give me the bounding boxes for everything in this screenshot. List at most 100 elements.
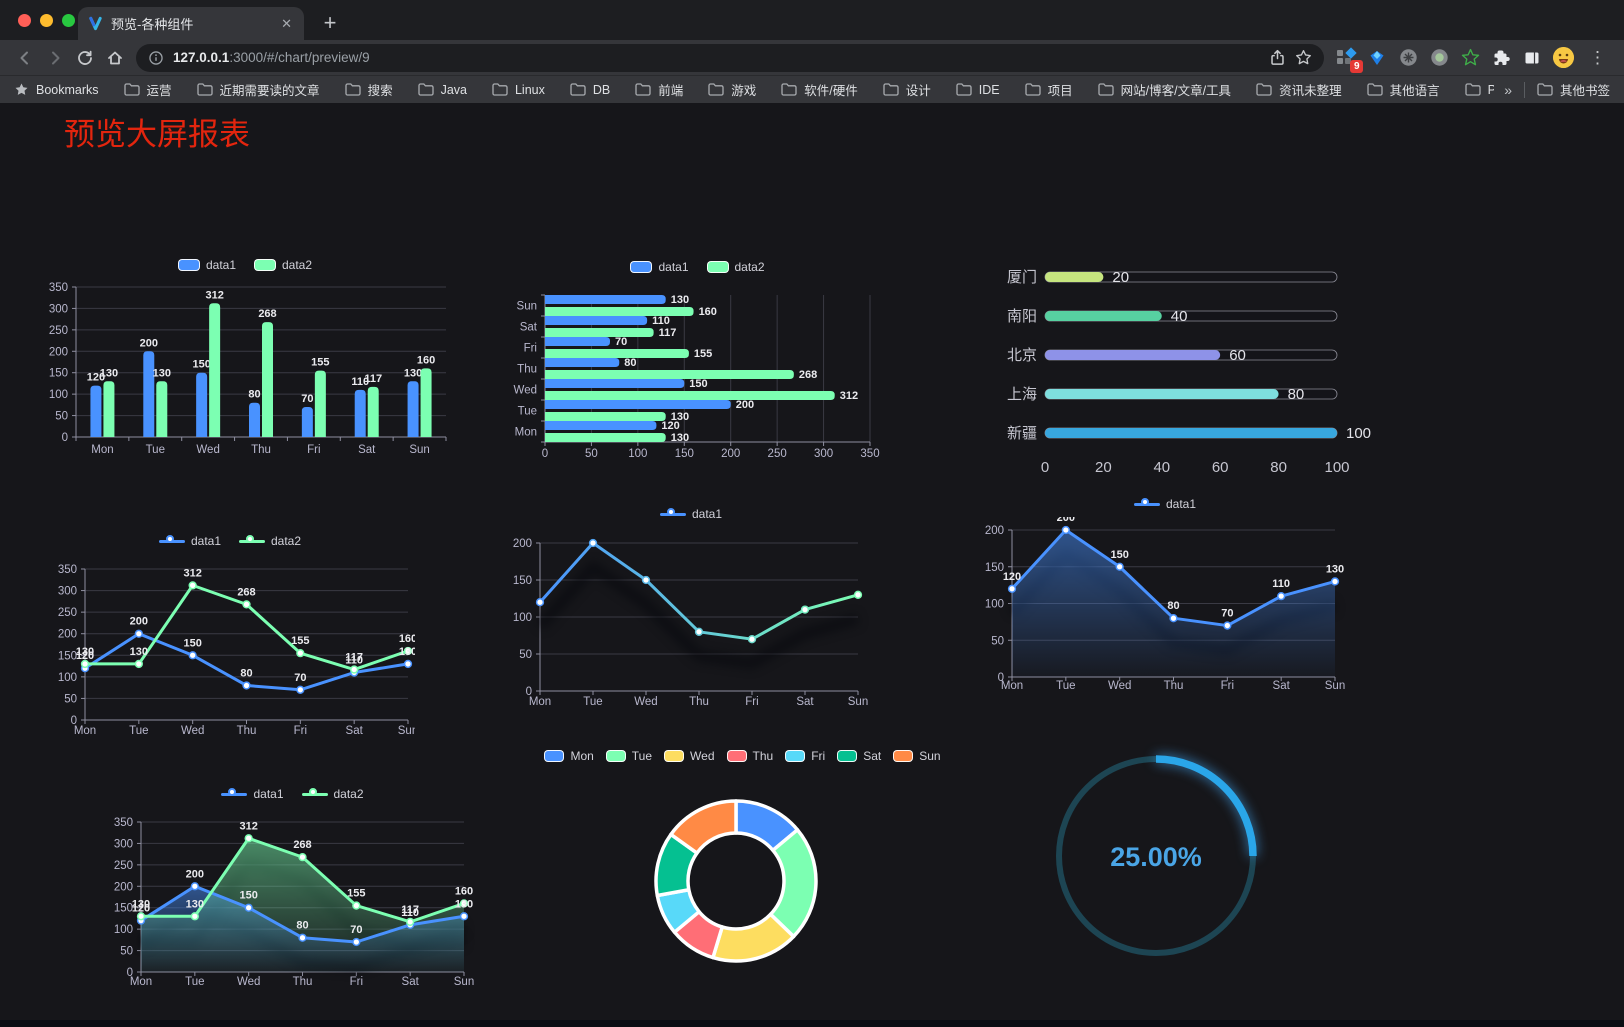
extension-badge: 9: [1350, 59, 1363, 73]
svg-text:160: 160: [455, 885, 473, 897]
legend-item-Fri[interactable]: Fri: [785, 749, 825, 763]
circle-cross-extension-icon[interactable]: [1398, 48, 1418, 68]
chart-legend: data1: [975, 491, 1355, 517]
svg-text:200: 200: [721, 448, 740, 460]
close-window-button[interactable]: [18, 14, 31, 27]
bookmarks-manager[interactable]: Bookmarks: [14, 82, 99, 97]
legend-item-data1[interactable]: data1: [630, 260, 689, 274]
svg-text:350: 350: [114, 817, 133, 829]
svg-text:Sun: Sun: [398, 725, 415, 737]
folder-icon: [883, 83, 899, 96]
legend-item-data1[interactable]: data1: [1133, 497, 1196, 511]
chart-legend: data1 data2: [45, 528, 415, 554]
bookmark-folder[interactable]: 网站/博客/文章/工具: [1097, 80, 1231, 99]
folder-icon: [417, 83, 434, 96]
bookmark-folder[interactable]: 近期需要读的文章: [196, 80, 320, 99]
svg-text:北京: 北京: [1007, 347, 1037, 364]
chart-bar-horizontal: data1 data2 0 50 100 150 200 250 300 350 Sun 130 160…: [500, 255, 895, 467]
bookmarks-list: Bookmarks 运营 近期需要读的文章 搜索 Java Linux DB 前端 游戏 软件/…: [14, 80, 1494, 99]
gem-extension-icon[interactable]: [1367, 48, 1387, 68]
chart-canvas-area-single[interactable]: 0 50 100 150 200 Mon Tue Wed Thu Fri Sat Sun 120 200 1…: [975, 512, 1355, 699]
page-content: 预览大屏报表 data1 data2 0 50 100 150 200 250 300 350 Mo…: [0, 103, 1624, 1027]
green-star-extension-icon[interactable]: [1460, 48, 1480, 68]
bookmark-folder[interactable]: 其他语言: [1366, 80, 1440, 99]
svg-text:Tue: Tue: [146, 444, 165, 456]
legend-item-data1[interactable]: data1: [659, 507, 722, 521]
svg-text:150: 150: [183, 637, 201, 649]
bookmark-folder[interactable]: PHP: [1464, 83, 1494, 97]
chart-legend: data1 data2: [40, 253, 450, 277]
chart-canvas-gauge[interactable]: 25.00%: [1035, 733, 1285, 983]
legend-item-data1[interactable]: data1: [158, 534, 221, 548]
grid-extension-icon[interactable]: 9: [1336, 46, 1363, 73]
browser-tab[interactable]: 预览-各种组件 ✕: [78, 7, 304, 40]
svg-text:117: 117: [401, 904, 419, 916]
bookmark-folder[interactable]: 运营: [123, 80, 172, 99]
bookmark-folder[interactable]: 游戏: [708, 80, 756, 99]
bookmark-folder[interactable]: 搜索: [344, 80, 393, 99]
svg-text:50: 50: [64, 693, 77, 705]
share-icon[interactable]: [1269, 49, 1286, 66]
legend-item-data2[interactable]: data2: [254, 258, 312, 272]
chart-canvas-line-gradient[interactable]: 0 50 100 150 200 Mon Tue Wed Thu Fri Sat Sun: [505, 527, 877, 713]
chart-canvas-capsule-progress[interactable]: 厦门 20 南阳 40 北京 60 上海 80 新疆 100 0 20 40 60 80 100: [985, 255, 1375, 487]
svg-text:上海: 上海: [1007, 386, 1037, 403]
svg-text:20: 20: [1112, 269, 1129, 286]
svg-text:Tue: Tue: [1056, 680, 1075, 692]
maximize-window-button[interactable]: [62, 14, 75, 27]
bookmark-folder[interactable]: 资讯未整理: [1256, 80, 1342, 99]
legend-item-data1[interactable]: data1: [221, 787, 284, 801]
site-info-icon[interactable]: [148, 50, 164, 66]
legend-item-data1[interactable]: data1: [177, 258, 236, 272]
svg-text:Tue: Tue: [129, 725, 148, 737]
legend-item-Thu[interactable]: Thu: [726, 749, 773, 763]
side-panel-icon[interactable]: [1522, 48, 1542, 68]
svg-text:100: 100: [58, 672, 77, 684]
chart-canvas-donut[interactable]: [545, 769, 940, 995]
legend-marker: [221, 788, 248, 800]
bookmark-folder[interactable]: Linux: [492, 83, 545, 97]
svg-text:40: 40: [1171, 308, 1188, 325]
browser-menu-icon[interactable]: ⋮: [1589, 47, 1606, 67]
bookmark-folder[interactable]: IDE: [956, 83, 1000, 97]
bookmarks-overflow-chevron[interactable]: »: [1504, 81, 1512, 98]
new-tab-button[interactable]: +: [323, 10, 337, 35]
back-icon[interactable]: [10, 44, 40, 72]
profile-avatar[interactable]: [1553, 47, 1574, 68]
legend-item-data2[interactable]: data2: [239, 534, 301, 548]
address-bar[interactable]: 127.0.0.1:3000/#/chart/preview/9: [136, 43, 1324, 72]
legend-item-Mon[interactable]: Mon: [544, 749, 594, 763]
circle-dot-extension-icon[interactable]: [1429, 48, 1449, 68]
chart-canvas-area-two-series[interactable]: 0 50 100 150 200 250 300 350 Mon Tue Wed Thu Fri Sat S…: [105, 807, 480, 993]
tab-close-icon[interactable]: ✕: [281, 15, 292, 31]
window-controls: [18, 14, 75, 27]
bookmark-folder[interactable]: DB: [570, 83, 610, 97]
bookmark-folder[interactable]: 设计: [883, 80, 931, 99]
svg-text:Mon: Mon: [515, 427, 537, 439]
legend-item-data2[interactable]: data2: [706, 260, 765, 274]
svg-text:130: 130: [671, 411, 689, 423]
svg-text:60: 60: [1212, 459, 1229, 476]
svg-text:Mon: Mon: [91, 444, 113, 456]
minimize-window-button[interactable]: [40, 14, 53, 27]
chart-canvas-line-two-series[interactable]: 0 50 100 150 200 250 300 350 Mon Tue Wed Thu Fri Sat S…: [45, 554, 418, 738]
reload-icon[interactable]: [70, 44, 100, 72]
extensions-puzzle-icon[interactable]: [1491, 48, 1511, 68]
forward-icon[interactable]: [40, 44, 70, 72]
bookmark-folder[interactable]: Java: [417, 83, 467, 97]
bookmark-star-icon[interactable]: [1295, 49, 1312, 66]
bookmark-folder[interactable]: 前端: [635, 80, 683, 99]
svg-text:268: 268: [237, 586, 255, 598]
chart-canvas-bar-grouped[interactable]: 0 50 100 150 200 250 300 350 Mon Tue Wed Thu Fri Sat S…: [40, 277, 450, 465]
legend-item-data2[interactable]: data2: [301, 787, 364, 801]
legend-item-Wed[interactable]: Wed: [664, 749, 715, 763]
legend-item-Tue[interactable]: Tue: [605, 749, 652, 763]
folder-icon: [1097, 83, 1114, 96]
legend-item-Sun[interactable]: Sun: [893, 749, 941, 763]
legend-item-Sat[interactable]: Sat: [837, 749, 881, 763]
other-bookmarks[interactable]: 其他书签: [1537, 80, 1610, 99]
home-icon[interactable]: [100, 44, 130, 72]
bookmark-folder[interactable]: 软件/硬件: [781, 80, 858, 99]
bookmark-folder[interactable]: 项目: [1024, 80, 1073, 99]
